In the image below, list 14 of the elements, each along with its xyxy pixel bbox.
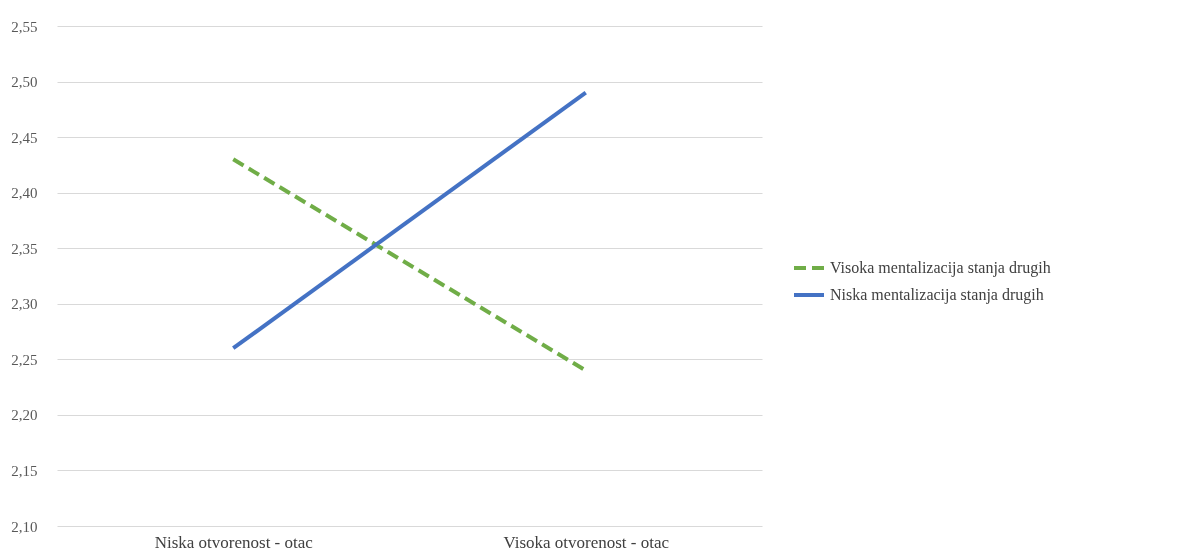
legend-label: Niska mentalizacija stanja drugih (830, 286, 1044, 304)
legend-label: Visoka mentalizacija stanja drugih (830, 259, 1051, 277)
y-tick-label: 2,40 (11, 185, 38, 202)
y-tick-label: 2,10 (11, 518, 38, 535)
y-tick-label: 2,45 (11, 129, 38, 146)
y-tick-label: 2,50 (11, 74, 38, 91)
x-tick-label: Niska otvorenost - otac (154, 532, 314, 552)
y-tick-label: 2,35 (11, 240, 38, 257)
x-tick-label: Visoka otvorenost - otac (503, 532, 670, 552)
y-tick-label: 2,20 (11, 407, 38, 424)
y-tick-label: 2,30 (11, 296, 38, 313)
y-tick-label: 2,15 (11, 462, 38, 479)
y-tick-label: 2,55 (11, 18, 38, 35)
y-tick-label: 2,25 (11, 351, 38, 368)
